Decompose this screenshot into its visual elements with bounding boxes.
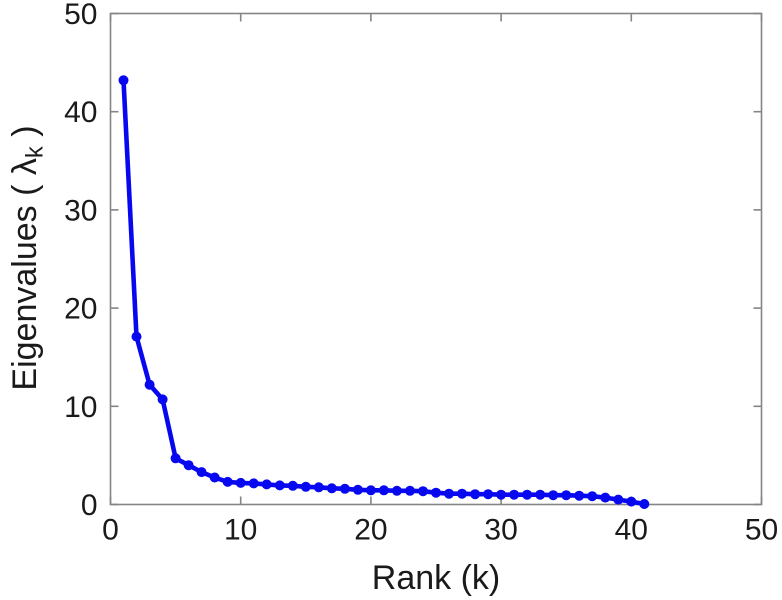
data-point	[157, 394, 168, 405]
data-point	[339, 483, 350, 494]
y-axis-label-prefix: Eigenvalues (	[6, 175, 44, 391]
data-point	[470, 489, 481, 500]
x-axis-label: Rank (k)	[372, 561, 500, 595]
data-point	[613, 494, 624, 505]
data-point	[535, 489, 546, 500]
data-point	[548, 490, 559, 501]
x-tick-label: 40	[615, 514, 648, 547]
x-tick-label: 50	[745, 514, 778, 547]
data-point	[300, 481, 311, 492]
data-point	[274, 480, 285, 491]
data-point	[405, 485, 415, 496]
data-point	[561, 490, 572, 501]
x-tick-label: 0	[102, 514, 119, 547]
data-point	[509, 489, 520, 500]
data-point	[261, 479, 272, 490]
y-tick-label: 40	[64, 96, 97, 129]
data-point	[587, 491, 598, 502]
x-tick-label: 20	[354, 514, 387, 547]
data-point	[118, 75, 129, 86]
data-point	[183, 460, 194, 471]
data-point	[131, 331, 142, 342]
data-point	[496, 489, 507, 500]
data-point	[326, 483, 337, 494]
eigenvalue-line	[121, 78, 647, 507]
data-point	[144, 379, 155, 390]
data-point	[209, 472, 220, 483]
lambda-subscript: k	[21, 146, 49, 159]
data-point	[196, 467, 207, 478]
data-point	[600, 492, 611, 503]
data-point	[222, 476, 233, 487]
data-point	[483, 489, 494, 500]
data-point	[352, 484, 363, 495]
data-point	[431, 487, 441, 498]
data-point	[418, 486, 428, 497]
y-tick-label: 20	[64, 293, 97, 326]
data-point	[391, 485, 402, 496]
data-point	[365, 485, 376, 496]
data-point	[378, 485, 389, 496]
x-tick-label: 10	[224, 514, 257, 547]
data-point	[639, 499, 650, 509]
y-tick-label: 30	[64, 194, 97, 227]
y-axis-label-suffix: )	[6, 125, 44, 147]
data-point	[626, 496, 637, 507]
lambda-symbol: λ	[6, 158, 44, 176]
data-point	[287, 480, 298, 491]
data-point	[444, 488, 454, 499]
data-point	[522, 489, 533, 500]
data-point	[313, 482, 324, 493]
data-point	[457, 488, 467, 499]
y-tick-label: 0	[81, 489, 98, 522]
axes-box	[109, 12, 763, 506]
data-point	[235, 477, 246, 488]
x-axis-label-text: Rank (k)	[371, 559, 501, 597]
y-tick-label: 10	[64, 391, 97, 424]
data-point	[248, 478, 259, 489]
x-tick-label: 30	[484, 514, 517, 547]
y-tick-label: 50	[64, 0, 97, 31]
data-point	[170, 453, 181, 464]
y-axis-label: Eigenvalues ( λk )	[6, 125, 49, 391]
data-point	[574, 490, 585, 501]
